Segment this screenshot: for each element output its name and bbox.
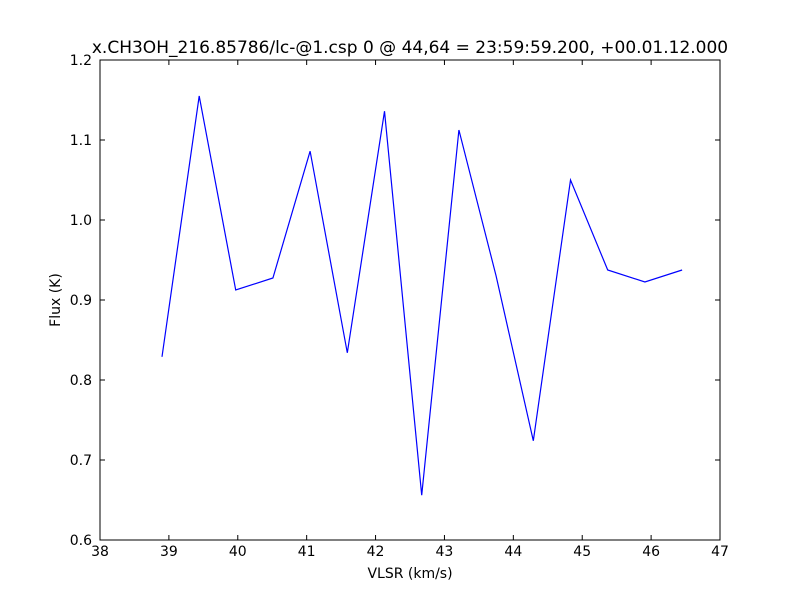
x-tick-label: 41 xyxy=(298,544,316,560)
y-axis-label: Flux (K) xyxy=(48,273,64,327)
x-tick-label: 47 xyxy=(711,544,729,560)
y-tick-label: 1.0 xyxy=(70,213,92,229)
x-tick-label: 39 xyxy=(160,544,178,560)
y-tick-label: 0.9 xyxy=(70,293,92,309)
y-tick-label: 0.7 xyxy=(70,453,92,469)
data-line xyxy=(161,95,683,496)
y-tick-label: 0.8 xyxy=(70,373,92,389)
x-tick-label: 40 xyxy=(229,544,247,560)
y-tick-label: 1.1 xyxy=(70,133,92,149)
x-tick-label: 38 xyxy=(91,544,109,560)
y-tick-label: 0.6 xyxy=(70,533,92,549)
x-tick-label: 43 xyxy=(436,544,454,560)
x-tick-label: 46 xyxy=(642,544,660,560)
x-tick-label: 45 xyxy=(573,544,591,560)
y-tick-label: 1.2 xyxy=(70,53,92,69)
chart-title: x.CH3OH_216.85786/lc-@1.csp 0 @ 44,64 = … xyxy=(92,38,728,58)
plot-frame xyxy=(99,59,721,541)
x-axis-label: VLSR (km/s) xyxy=(367,566,452,582)
x-tick-label: 42 xyxy=(367,544,385,560)
x-tick-label: 44 xyxy=(504,544,522,560)
